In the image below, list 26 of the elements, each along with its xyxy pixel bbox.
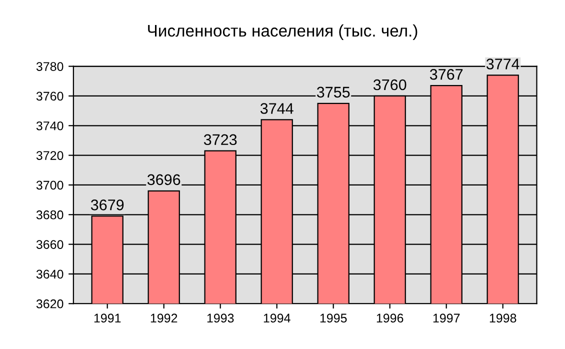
x-tick-label: 1994 (264, 314, 290, 323)
data-label: 3774 (486, 58, 520, 70)
data-label: 3760 (373, 79, 406, 90)
y-tick-label: 3700 (36, 180, 64, 190)
y-tick-label: 3620 (36, 299, 64, 308)
x-tick-label: 1998 (490, 314, 516, 323)
x-tick-label: 1996 (376, 314, 404, 323)
data-label: 3696 (147, 174, 180, 186)
x-tick-label: 1995 (320, 314, 347, 323)
x-tick-label: 1992 (150, 314, 178, 323)
y-tick-label: 3760 (36, 92, 64, 101)
y-tick-label: 3720 (36, 151, 64, 160)
data-label: 3679 (90, 200, 124, 210)
data-label: 3755 (316, 86, 350, 98)
x-tick-label: 1991 (94, 314, 121, 323)
y-tick-label: 3740 (36, 121, 64, 130)
y-tick-label: 3660 (36, 240, 64, 249)
data-label: 3723 (204, 134, 237, 146)
data-label: 3767 (430, 68, 463, 80)
data-label: 3744 (260, 103, 294, 114)
chart-title: Численность населения (тыс. чел.) (148, 24, 418, 40)
x-tick-label: 1993 (207, 314, 234, 323)
x-tick-label: 1997 (433, 314, 460, 323)
y-tick-label: 3640 (36, 270, 64, 279)
y-tick-label: 3780 (36, 62, 64, 71)
y-tick-label: 3680 (36, 210, 64, 220)
